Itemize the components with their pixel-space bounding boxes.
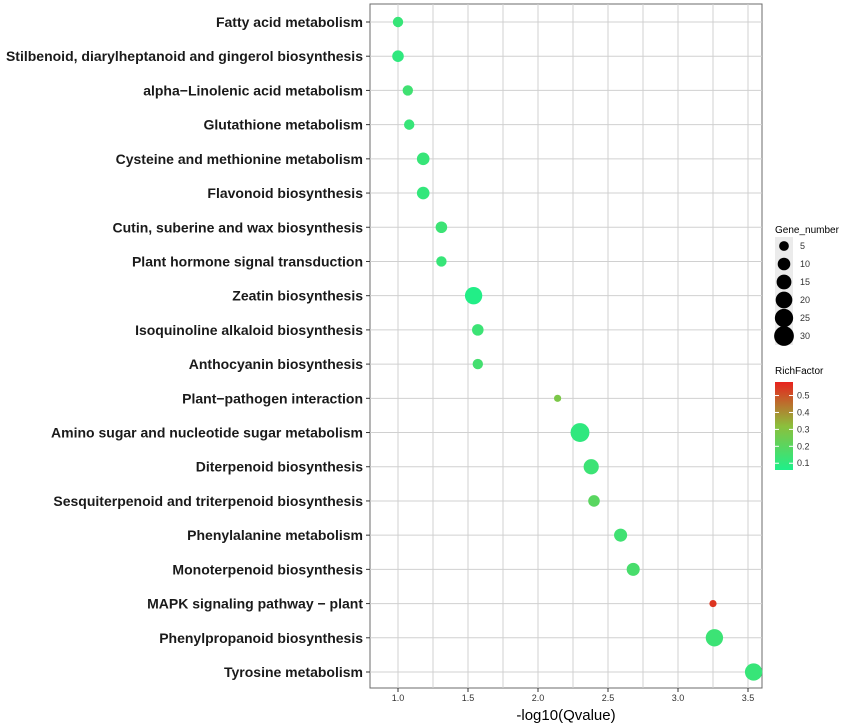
size-legend-label: 15 bbox=[800, 277, 810, 287]
pathway-label: Isoquinoline alkaloid biosynthesis bbox=[135, 322, 363, 338]
pathway-label: Phenylpropanoid biosynthesis bbox=[159, 630, 363, 646]
pathway-bubble bbox=[744, 663, 763, 681]
grid-lines bbox=[370, 4, 762, 688]
colorbar-label: 0.5 bbox=[797, 391, 810, 401]
pathway-label: Tyrosine metabolism bbox=[224, 664, 363, 680]
pathway-label: Monoterpenoid biosynthesis bbox=[172, 561, 363, 577]
pathway-bubble bbox=[554, 394, 562, 402]
size-legend-label: 10 bbox=[800, 259, 810, 269]
pathway-bubble bbox=[472, 358, 483, 370]
pathway-bubble bbox=[392, 16, 404, 28]
pathway-label: Cysteine and methionine metabolism bbox=[116, 151, 363, 167]
plot-panel bbox=[369, 3, 763, 689]
x-tick-label: 3.0 bbox=[672, 693, 685, 703]
x-axis: 1.0 1.5 2.0 2.5 3.0 3.5 bbox=[392, 688, 755, 703]
colorbar-label: 0.3 bbox=[797, 424, 810, 434]
pathway-label: Cutin, suberine and wax biosynthesis bbox=[113, 219, 364, 235]
size-legend-label: 5 bbox=[800, 241, 805, 251]
pathway-bubble bbox=[583, 459, 599, 475]
pathway-bubble bbox=[464, 287, 483, 305]
pathway-label: Diterpenoid biosynthesis bbox=[196, 459, 363, 475]
gene-number-legend: Gene_number 5 10 15 20 25 30 bbox=[774, 225, 840, 346]
pathway-bubble bbox=[436, 256, 447, 267]
size-legend-dot bbox=[774, 308, 794, 328]
pathway-label: Phenylalanine metabolism bbox=[187, 527, 363, 543]
x-axis-title: -log10(Qvalue) bbox=[516, 707, 615, 723]
pathway-label: MAPK signaling pathway − plant bbox=[147, 596, 363, 612]
size-legend-dot bbox=[776, 274, 792, 290]
pathway-bubble bbox=[705, 629, 724, 647]
pathway-bubble bbox=[392, 50, 404, 62]
size-legend-dot bbox=[774, 326, 794, 346]
pathway-bubble bbox=[588, 495, 600, 507]
size-legend-label: 20 bbox=[800, 295, 810, 305]
pathway-bubble bbox=[402, 85, 413, 96]
pathway-label: Amino sugar and nucleotide sugar metabol… bbox=[51, 425, 363, 441]
size-legend-label: 30 bbox=[800, 331, 810, 341]
x-tick-label: 3.5 bbox=[742, 693, 755, 703]
size-legend-label: 25 bbox=[800, 313, 810, 323]
size-legend-dot bbox=[777, 257, 791, 271]
x-tick-label: 1.0 bbox=[392, 693, 405, 703]
pathway-bubble bbox=[435, 221, 448, 234]
rich-factor-legend-title: RichFactor bbox=[775, 366, 824, 377]
pathway-bubble bbox=[472, 324, 484, 336]
pathway-label: Anthocyanin biosynthesis bbox=[189, 356, 363, 372]
pathway-bubble bbox=[626, 562, 640, 576]
pathway-bubble bbox=[614, 528, 628, 542]
pathway-bubble bbox=[416, 186, 430, 200]
size-legend-dot bbox=[779, 241, 789, 251]
x-tick-label: 1.5 bbox=[462, 693, 475, 703]
pathway-bubble bbox=[404, 119, 415, 130]
pathway-label: Flavonoid biosynthesis bbox=[207, 185, 363, 201]
pathway-label: Stilbenoid, diarylheptanoid and gingerol… bbox=[6, 48, 363, 64]
x-tick-label: 2.0 bbox=[532, 693, 545, 703]
data-points bbox=[392, 16, 763, 681]
pathway-label: Zeatin biosynthesis bbox=[232, 288, 363, 304]
rich-factor-colorbar bbox=[775, 382, 793, 470]
rich-factor-legend: RichFactor 0.5 0.4 0.3 0.2 0.1 bbox=[775, 366, 824, 470]
pathway-bubble bbox=[570, 423, 590, 442]
pathway-label: Glutathione metabolism bbox=[204, 117, 363, 133]
pathway-label: Fatty acid metabolism bbox=[216, 14, 363, 30]
colorbar-label: 0.1 bbox=[797, 458, 810, 468]
pathway-label: alpha−Linolenic acid metabolism bbox=[143, 82, 363, 98]
x-tick-label: 2.5 bbox=[602, 693, 615, 703]
size-legend-dot bbox=[775, 291, 793, 309]
colorbar-label: 0.4 bbox=[797, 407, 810, 417]
pathway-label: Plant−pathogen interaction bbox=[182, 390, 363, 406]
colorbar-label: 0.2 bbox=[797, 441, 810, 451]
pathway-label: Plant hormone signal transduction bbox=[132, 253, 363, 269]
y-axis: Fatty acid metabolism Stilbenoid, diarylh… bbox=[6, 14, 370, 680]
pathway-bubble bbox=[416, 152, 430, 166]
pathway-bubble bbox=[709, 599, 717, 608]
gene-number-legend-title: Gene_number bbox=[775, 225, 840, 236]
pathway-label: Sesquiterpenoid and triterpenoid biosynt… bbox=[53, 493, 363, 509]
